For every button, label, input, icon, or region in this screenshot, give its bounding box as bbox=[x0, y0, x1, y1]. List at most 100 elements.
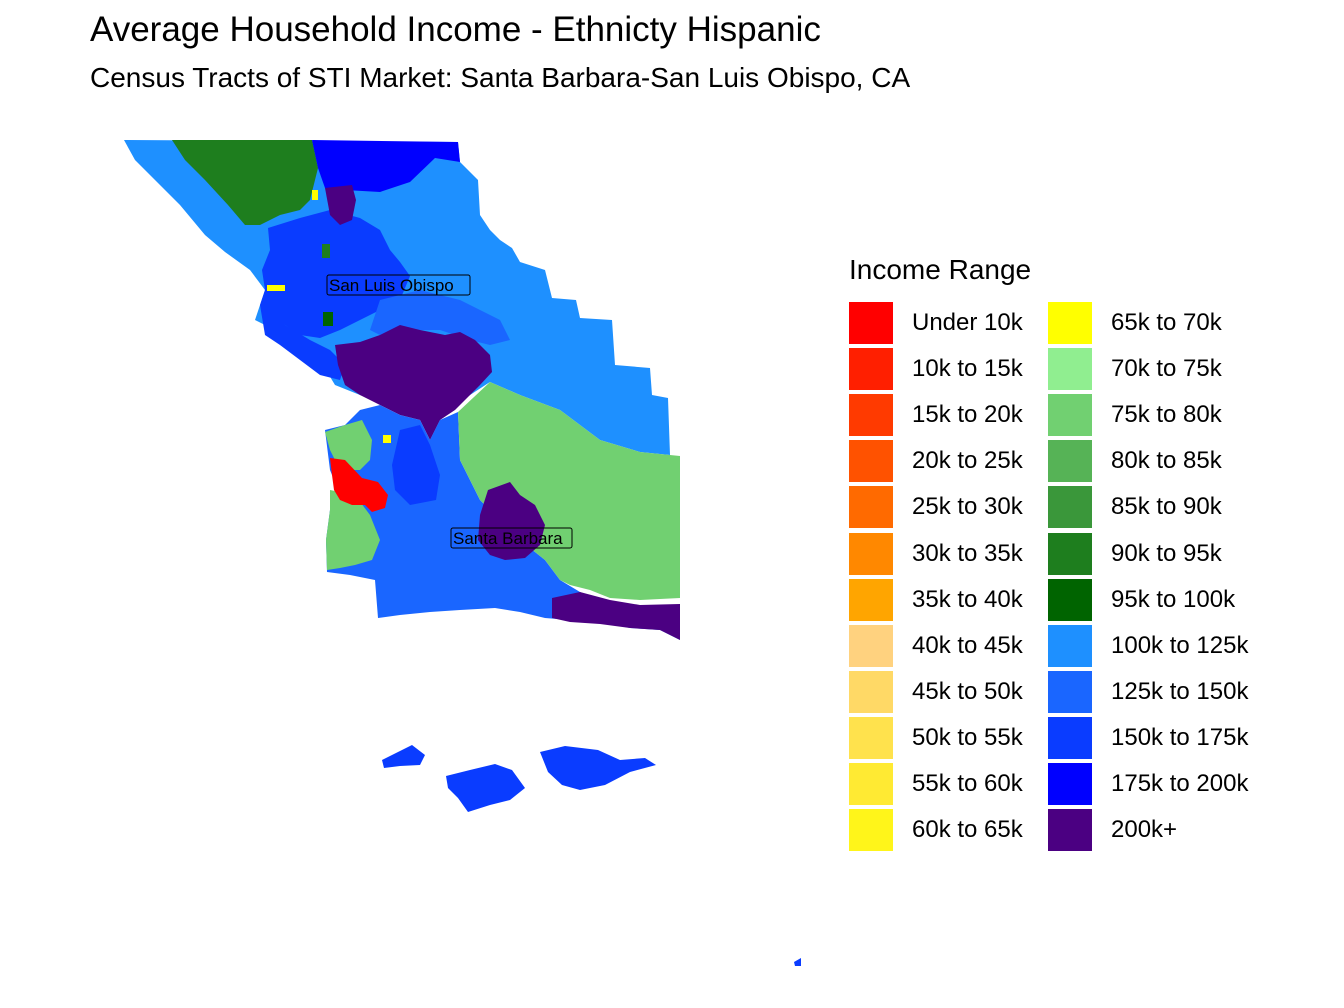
city-label-santa-barbara: Santa Barbara bbox=[450, 527, 573, 549]
legend-label: 45k to 50k bbox=[912, 677, 1023, 705]
tract-75k-80k-west bbox=[325, 420, 372, 470]
tract-150k-175k-sb bbox=[392, 425, 440, 505]
legend-item: 60k to 65k bbox=[849, 807, 1023, 853]
legend-swatch bbox=[1048, 440, 1092, 483]
legend-item: 75k to 80k bbox=[1048, 392, 1222, 438]
legend-item: 55k to 60k bbox=[849, 761, 1023, 807]
legend-swatch bbox=[849, 624, 893, 667]
legend-swatch bbox=[1048, 716, 1092, 759]
tract-90k-95k-north bbox=[172, 140, 318, 225]
legend-label: 95k to 100k bbox=[1111, 585, 1236, 613]
legend-swatch bbox=[1048, 532, 1092, 575]
tract-65k-70k-north bbox=[312, 190, 318, 200]
legend-label: 40k to 45k bbox=[912, 631, 1023, 659]
island-east bbox=[540, 746, 656, 790]
legend-label: 55k to 60k bbox=[912, 770, 1023, 797]
legend-label: 80k to 85k bbox=[1111, 447, 1222, 475]
legend-swatch bbox=[1048, 578, 1092, 621]
city-label-san-luis-obispo: San Luis Obispo bbox=[326, 274, 471, 296]
tract-65k-70k-slo bbox=[267, 285, 285, 291]
tract-65k-70k-sb bbox=[383, 435, 391, 443]
island-small bbox=[794, 958, 801, 966]
legend-label: 200k+ bbox=[1111, 816, 1178, 844]
tract-95k-100k-slo bbox=[323, 312, 333, 326]
legend-swatch bbox=[849, 809, 893, 852]
legend-label: Under 10k bbox=[912, 309, 1023, 336]
legend-swatch bbox=[849, 394, 893, 437]
tract-75k-80k-southwest bbox=[326, 490, 380, 570]
legend-label: 10k to 15k bbox=[912, 355, 1023, 383]
map-subtitle: Census Tracts of STI Market: Santa Barba… bbox=[90, 62, 911, 93]
legend-label: 125k to 150k bbox=[1111, 677, 1249, 705]
legend-item: 150k to 175k bbox=[1048, 715, 1248, 761]
legend-item: 10k to 15k bbox=[849, 346, 1023, 392]
legend-item: Under 10k bbox=[849, 300, 1023, 346]
legend-item: 40k to 45k bbox=[849, 623, 1023, 669]
island-west bbox=[382, 745, 425, 768]
tract-200k-central bbox=[335, 325, 492, 440]
legend-swatch bbox=[1048, 809, 1092, 852]
tract-200k-santa-barbara bbox=[478, 482, 545, 560]
legend-item: 35k to 40k bbox=[849, 577, 1023, 623]
tract-150k-175k-central bbox=[260, 210, 410, 338]
legend-label: 70k to 75k bbox=[1111, 355, 1222, 383]
legend-item: 25k to 30k bbox=[849, 484, 1023, 530]
legend-swatch bbox=[849, 486, 893, 529]
legend-swatch bbox=[849, 348, 893, 391]
legend-item: 70k to 75k bbox=[1048, 346, 1222, 392]
tract-200k-north bbox=[325, 185, 356, 225]
tract-75k-80k-east bbox=[458, 382, 680, 600]
city-name-san-luis-obispo: San Luis Obispo bbox=[329, 276, 454, 295]
map-title: Average Household Income - Ethnicty Hisp… bbox=[90, 10, 821, 49]
legend-label: 60k to 65k bbox=[912, 816, 1023, 844]
tract-under-10k bbox=[330, 458, 388, 512]
legend-swatch bbox=[1048, 624, 1092, 667]
legend-item: 90k to 95k bbox=[1048, 531, 1222, 577]
legend-swatch bbox=[849, 302, 893, 344]
legend-item: 30k to 35k bbox=[849, 531, 1023, 577]
legend-swatch bbox=[849, 440, 893, 483]
legend-item: 65k to 70k bbox=[1048, 300, 1222, 346]
legend-item: 50k to 55k bbox=[849, 715, 1023, 761]
legend-swatch bbox=[849, 763, 893, 805]
legend-item: 85k to 90k bbox=[1048, 484, 1222, 530]
legend-label: 30k to 35k bbox=[912, 539, 1023, 567]
tract-200k-south-coast bbox=[552, 592, 680, 640]
legend-item: 175k to 200k bbox=[1048, 761, 1248, 807]
legend-swatch bbox=[849, 578, 893, 621]
legend-label: 100k to 125k bbox=[1111, 631, 1249, 659]
legend-swatch bbox=[849, 532, 893, 575]
tract-90k-95k-slo bbox=[322, 244, 330, 258]
legend-item: 80k to 85k bbox=[1048, 438, 1222, 484]
legend-swatch bbox=[1048, 302, 1092, 344]
legend-item: 15k to 20k bbox=[849, 392, 1023, 438]
legend-item: 125k to 150k bbox=[1048, 669, 1248, 715]
legend-swatch bbox=[1048, 486, 1092, 529]
legend-item: 45k to 50k bbox=[849, 669, 1023, 715]
city-name-santa-barbara: Santa Barbara bbox=[453, 529, 563, 548]
legend-label: 50k to 55k bbox=[912, 723, 1023, 751]
legend-swatch bbox=[1048, 763, 1092, 805]
legend-label: 20k to 25k bbox=[912, 447, 1023, 475]
legend-label: 175k to 200k bbox=[1111, 770, 1249, 797]
legend-label: 25k to 30k bbox=[912, 493, 1023, 521]
legend-label: 150k to 175k bbox=[1111, 723, 1249, 751]
legend-swatch bbox=[849, 716, 893, 759]
legend-label: 15k to 20k bbox=[912, 401, 1023, 429]
legend-label: 85k to 90k bbox=[1111, 493, 1222, 521]
legend-item: 100k to 125k bbox=[1048, 623, 1248, 669]
legend-label: 35k to 40k bbox=[912, 585, 1023, 613]
legend-swatch bbox=[1048, 394, 1092, 437]
island-central bbox=[446, 764, 525, 812]
legend-swatch bbox=[1048, 670, 1092, 713]
legend-label: 75k to 80k bbox=[1111, 401, 1222, 429]
legend-swatch bbox=[849, 670, 893, 713]
legend-item: 95k to 100k bbox=[1048, 577, 1235, 623]
legend: Under 10k 10k to 15k 15k to 20k 20k to 25k 2… bbox=[849, 300, 1289, 860]
legend-swatch bbox=[1048, 348, 1092, 391]
legend-item: 200k+ bbox=[1048, 807, 1177, 853]
legend-label: 90k to 95k bbox=[1111, 539, 1222, 567]
legend-title: Income Range bbox=[849, 254, 1032, 285]
legend-label: 65k to 70k bbox=[1111, 309, 1222, 336]
